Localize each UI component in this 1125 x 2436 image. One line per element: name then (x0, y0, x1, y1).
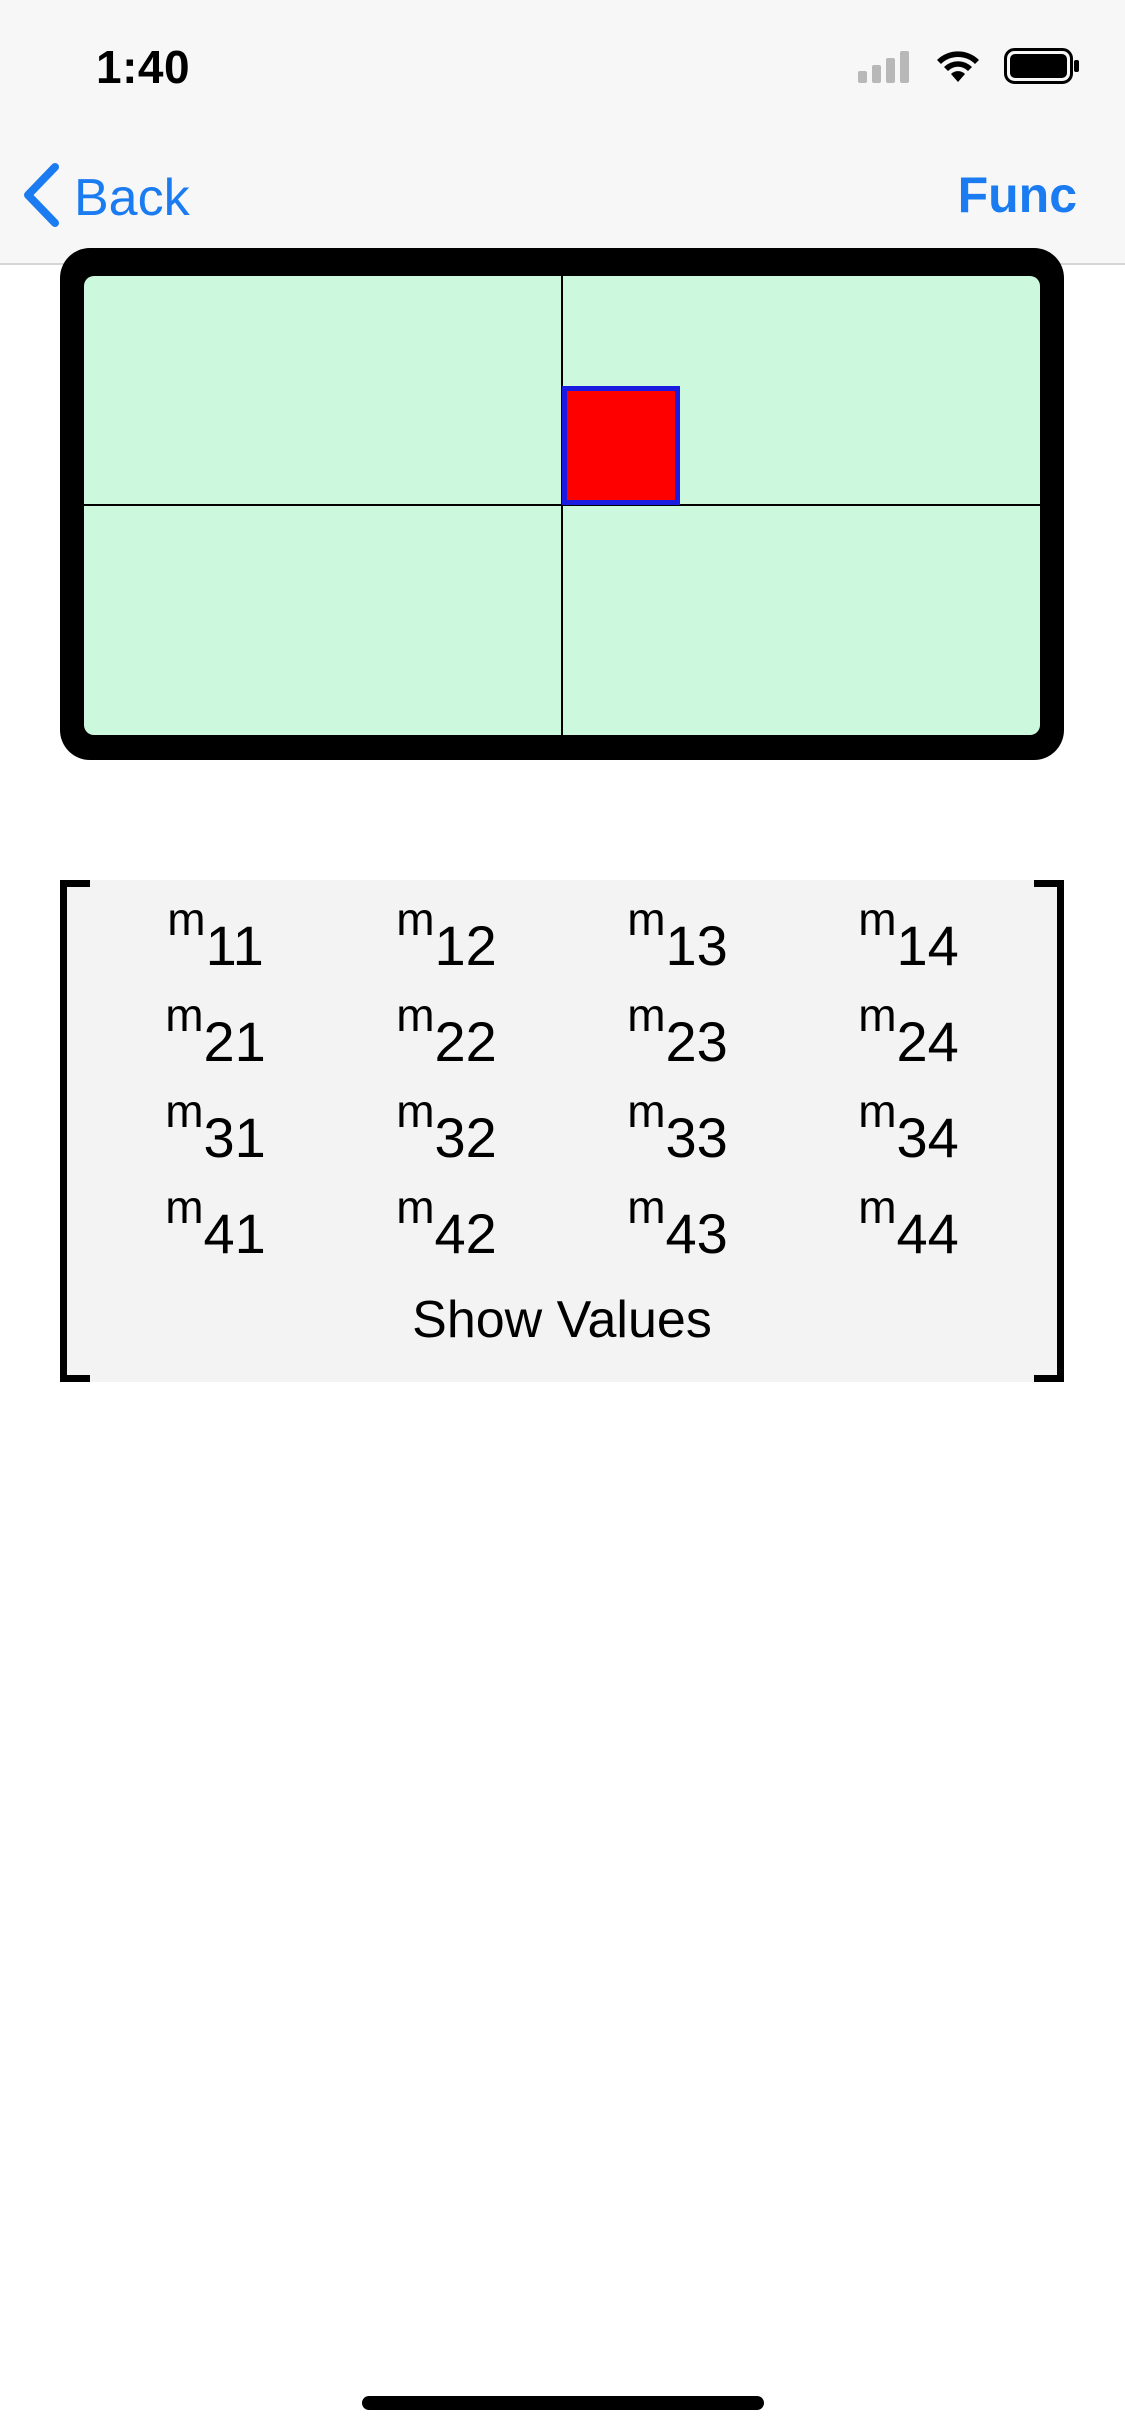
show-values-button[interactable]: Show Values (412, 1291, 712, 1349)
back-button[interactable]: Back (22, 160, 190, 235)
matrix-right-bracket (1034, 880, 1064, 1382)
matrix-cell-m23[interactable]: m 23 (627, 989, 728, 1073)
matrix-cell-m32[interactable]: m 32 (396, 1085, 497, 1169)
transformed-square[interactable] (562, 386, 680, 505)
status-icons (858, 47, 1080, 89)
matrix-cell-m43[interactable]: m 43 (627, 1181, 728, 1265)
canvas-frame (60, 248, 1064, 760)
cellular-signal-icon (858, 49, 912, 88)
matrix-cell-m11[interactable]: m 11 (167, 893, 264, 977)
matrix-cell-m12[interactable]: m 12 (396, 893, 497, 977)
matrix-panel: m 11 m 12 m 13 m 14 m 21 m 22 m 23 m 24 m 31 m 32 … (60, 880, 1064, 1382)
func-button[interactable]: Func (957, 167, 1077, 223)
matrix-cell-m14[interactable]: m 14 (858, 893, 959, 977)
horizontal-axis (84, 504, 1040, 506)
matrix-cell-m24[interactable]: m 24 (858, 989, 959, 1073)
matrix-cell-m31[interactable]: m 31 (165, 1085, 266, 1169)
battery-icon (1004, 47, 1080, 89)
matrix-cell-m33[interactable]: m 33 (627, 1085, 728, 1169)
matrix-left-bracket (60, 880, 90, 1382)
matrix-cell-m44[interactable]: m 44 (858, 1181, 959, 1265)
wifi-icon (934, 48, 982, 89)
matrix-cell-m21[interactable]: m 21 (165, 989, 266, 1073)
matrix-cell-m34[interactable]: m 34 (858, 1085, 959, 1169)
transform-canvas[interactable] (84, 276, 1040, 735)
chevron-left-icon (22, 163, 60, 232)
matrix-cell-m41[interactable]: m 41 (165, 1181, 266, 1265)
home-indicator[interactable] (362, 2396, 764, 2410)
matrix-cell-m22[interactable]: m 22 (396, 989, 497, 1073)
status-time: 1:40 (96, 41, 191, 93)
matrix-cell-m13[interactable]: m 13 (627, 893, 728, 977)
back-label: Back (74, 168, 190, 227)
matrix-grid: m 11 m 12 m 13 m 14 m 21 m 22 m 23 m 24 m 31 m 32 … (100, 888, 1024, 1272)
navigation-header: 1:40 (0, 0, 1125, 265)
matrix-cell-m42[interactable]: m 42 (396, 1181, 497, 1265)
